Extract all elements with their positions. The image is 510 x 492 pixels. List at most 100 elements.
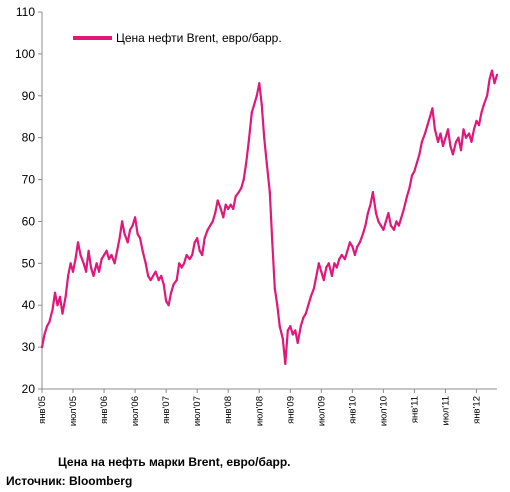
series-point	[85, 270, 88, 273]
series-point	[480, 111, 483, 114]
series-point	[162, 283, 165, 286]
series-point	[43, 333, 46, 336]
x-tick-label: июл'05	[68, 396, 79, 426]
series-point	[136, 232, 139, 236]
series-point	[258, 82, 261, 85]
series-point	[237, 191, 240, 194]
series-point	[214, 212, 217, 215]
series-point	[333, 262, 336, 265]
series-point	[482, 103, 486, 106]
series-point	[242, 178, 245, 181]
series-point	[392, 228, 396, 231]
series-point	[188, 258, 191, 261]
series-point	[420, 140, 423, 143]
series-point	[451, 153, 454, 156]
series-point	[278, 325, 281, 328]
series-point	[129, 228, 132, 231]
series-point	[229, 203, 232, 206]
series-point	[317, 262, 320, 265]
series-point	[263, 136, 266, 139]
series-point	[340, 253, 343, 257]
series-point	[294, 329, 297, 332]
series-point	[462, 128, 465, 131]
series-point	[273, 287, 276, 290]
series-point	[222, 216, 225, 219]
series-point	[312, 287, 315, 290]
series-point	[374, 212, 378, 215]
series-point	[139, 237, 142, 240]
series-point	[436, 140, 440, 143]
series-point	[423, 132, 427, 135]
series-point	[457, 136, 460, 139]
series-point	[67, 274, 70, 277]
series-point	[219, 207, 222, 210]
chart-source: Источник: Bloomberg	[6, 474, 133, 488]
series-point	[265, 161, 268, 164]
series-point	[160, 274, 163, 277]
series-point	[449, 144, 452, 148]
series-point	[281, 337, 284, 340]
series-point	[397, 224, 400, 227]
series-point	[330, 274, 333, 277]
series-point	[87, 249, 90, 252]
series-point	[358, 241, 361, 244]
series-point	[382, 228, 385, 231]
series-point	[351, 245, 354, 248]
series-point	[185, 253, 188, 257]
x-tick-label: янв'08	[223, 396, 234, 424]
series-point	[201, 253, 204, 257]
series-point	[338, 258, 341, 261]
series-point	[389, 224, 392, 227]
series-point	[291, 333, 294, 336]
series-point	[477, 124, 481, 127]
series-point	[157, 279, 160, 282]
series-point	[198, 249, 201, 252]
series-point	[193, 241, 196, 244]
chart-caption: Цена на нефть марки Brent, евро/барр.	[58, 455, 291, 469]
x-axis: янв'05 июл'05 янв'06 июл'06 янв'07 июл'07 янв'…	[37, 388, 497, 426]
series-point	[335, 266, 338, 269]
series-point	[79, 253, 82, 257]
x-tick-label: июл'06	[130, 396, 141, 426]
x-tick-label: янв'06	[99, 396, 110, 424]
series-point	[183, 262, 186, 265]
series-point	[98, 270, 101, 273]
series-point	[495, 73, 499, 76]
series-point	[441, 144, 445, 148]
series-point	[147, 274, 150, 277]
series-point	[271, 241, 274, 244]
series-point	[149, 279, 152, 282]
series-point	[247, 140, 250, 143]
y-tick-label: 80	[22, 131, 36, 145]
x-tick-label: янв'07	[161, 396, 172, 424]
y-tick-label: 60	[22, 214, 36, 228]
series-point	[227, 207, 230, 210]
series-point	[45, 325, 49, 328]
series-point	[100, 258, 103, 261]
series-point	[475, 119, 478, 122]
series-point	[206, 228, 209, 231]
x-tick-label: июл'09	[316, 396, 327, 426]
series-point	[415, 161, 418, 164]
series-point	[377, 220, 380, 223]
series-point	[356, 245, 359, 248]
y-tick-label: 20	[22, 382, 36, 396]
series-point	[405, 195, 409, 198]
series-point	[134, 216, 137, 219]
series-point	[118, 237, 121, 240]
series-point	[327, 262, 330, 265]
series-point	[444, 136, 447, 139]
series-point	[110, 253, 113, 257]
series-point	[180, 266, 183, 269]
series-point	[167, 304, 170, 307]
series-point	[364, 224, 367, 227]
series-point	[454, 140, 458, 143]
series-point	[289, 325, 292, 328]
series-point	[232, 207, 235, 210]
series-point	[121, 220, 124, 223]
series-point	[69, 262, 72, 265]
series-point	[309, 295, 312, 298]
series-point	[48, 320, 51, 324]
series-point	[426, 124, 429, 127]
series-point	[178, 262, 181, 265]
